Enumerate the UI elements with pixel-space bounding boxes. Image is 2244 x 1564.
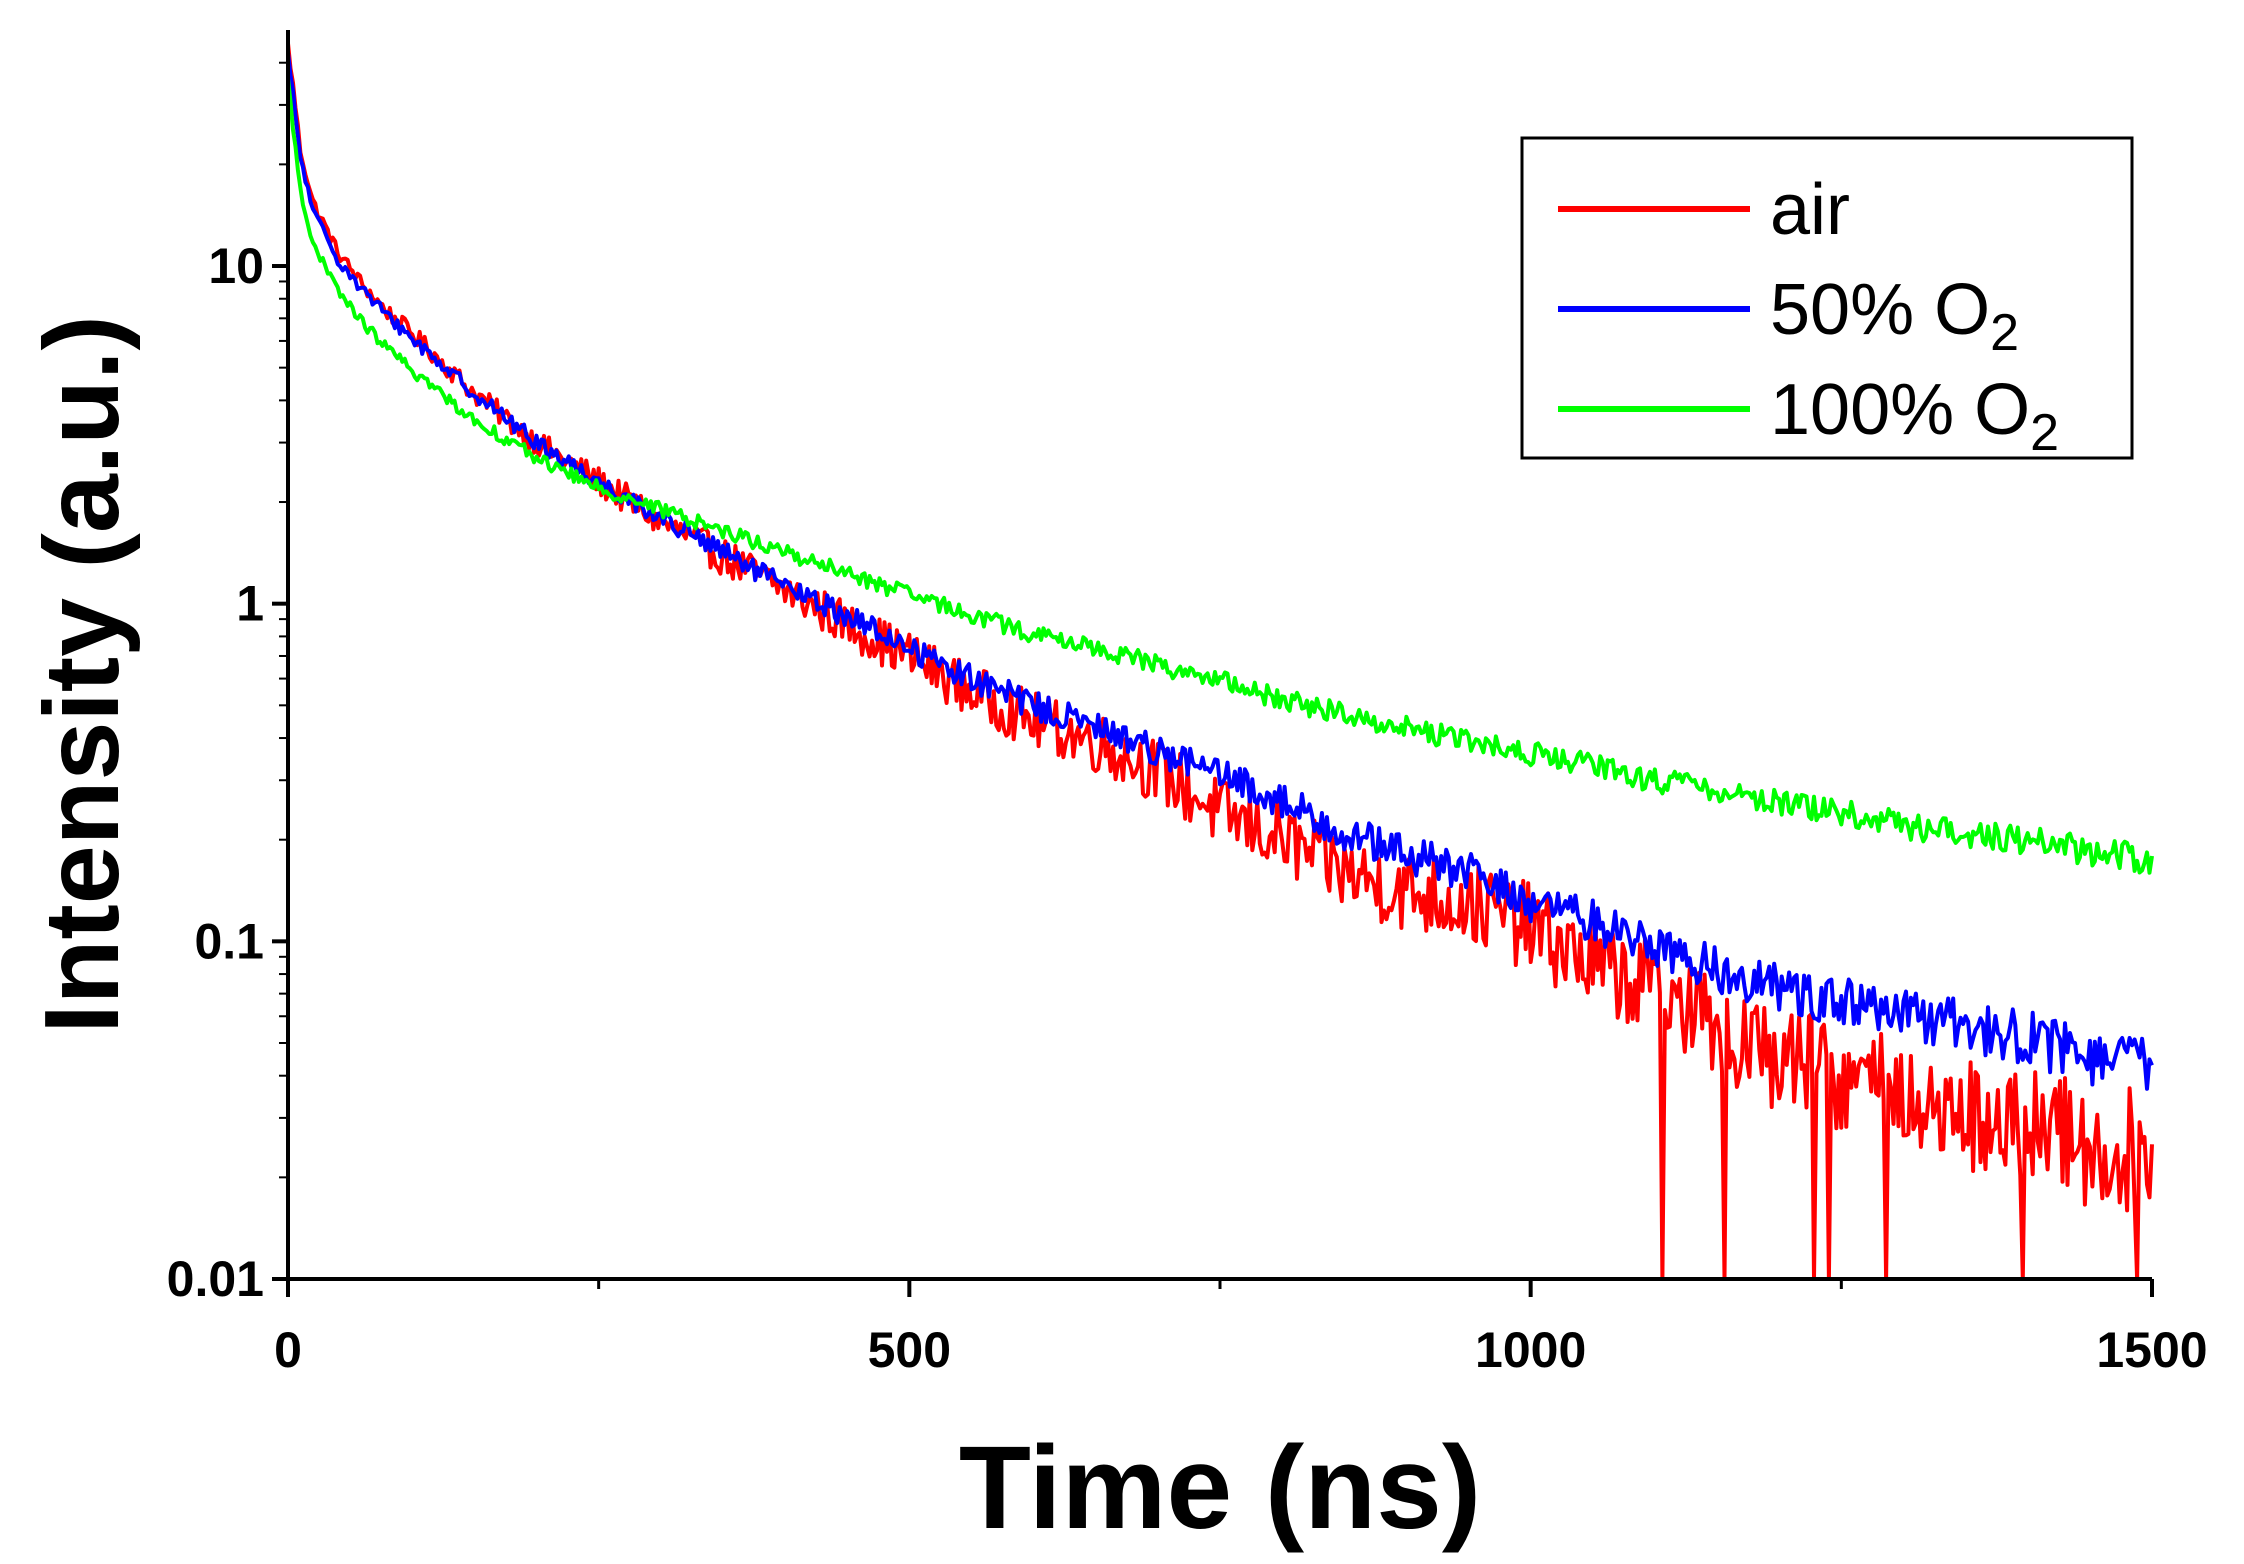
legend-label-100-o2: 100% O2	[1770, 370, 2059, 462]
x-tick-label-1000: 1000	[1475, 1322, 1586, 1378]
y-tick-label-0.01: 0.01	[167, 1251, 264, 1307]
series-line-50-o2	[286, 52, 2154, 1091]
legend-label-air: air	[1770, 170, 1850, 250]
series-layer	[286, 43, 2154, 1281]
series-line-air	[286, 43, 2154, 1281]
legend-subscript: 2	[2030, 404, 2059, 462]
y-tick-label-10: 10	[208, 238, 264, 294]
x-axis-title: Time (ns)	[959, 1422, 1481, 1554]
x-tick-label-1500: 1500	[2096, 1322, 2207, 1378]
y-axis-title: Intensity (a.u.)	[23, 315, 141, 1034]
legend-label-50-o2: 50% O2	[1770, 270, 2019, 362]
legend-subscript: 2	[1990, 304, 2019, 362]
x-tick-label-0: 0	[274, 1322, 302, 1378]
series-line-100-o2	[286, 78, 2154, 875]
y-tick-label-0.1: 0.1	[194, 913, 264, 969]
x-tick-label-500: 500	[868, 1322, 951, 1378]
ticks-layer: 0 500 1000 1500 0.01 0.1 1 10	[167, 61, 2208, 1378]
y-tick-label-1: 1	[236, 576, 264, 632]
legend-box	[1520, 136, 2134, 460]
